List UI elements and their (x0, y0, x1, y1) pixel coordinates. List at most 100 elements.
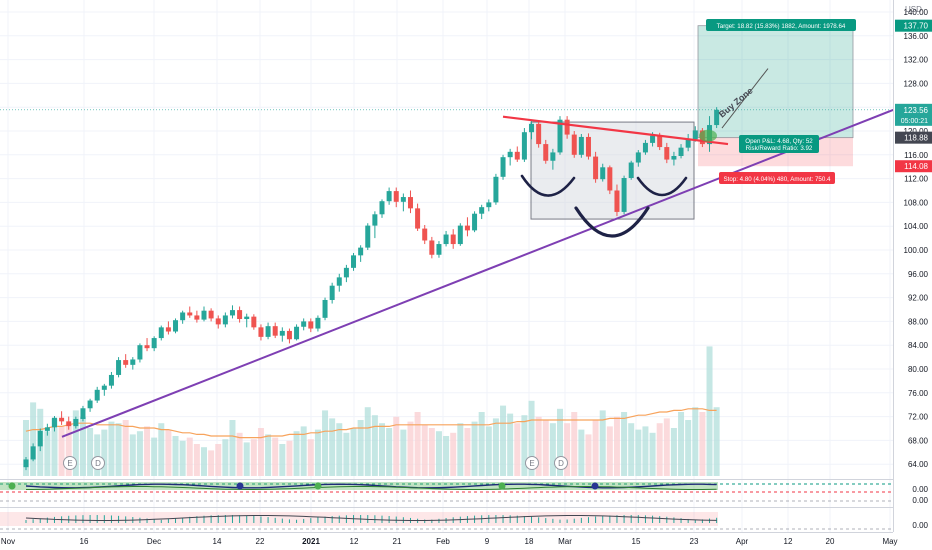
left-shoulder-arc (520, 174, 576, 197)
volume-bar (265, 434, 272, 476)
volume-bar (471, 421, 478, 476)
candle-body (422, 228, 428, 241)
volume-bar (229, 420, 236, 476)
volume-bar (435, 431, 442, 476)
volume-bar (578, 429, 585, 476)
candle-body (87, 400, 93, 409)
volume-bar (713, 407, 720, 476)
candle-body (137, 345, 143, 360)
candle-body (671, 155, 677, 160)
candle-body (130, 359, 136, 365)
candle-body (37, 430, 43, 447)
volume-bar (542, 420, 549, 476)
candle-body (600, 167, 606, 180)
volume-bar (678, 412, 685, 476)
volume-bar (300, 426, 307, 476)
target-label: Target: 18.82 (15.83%) 1882, Amount: 197… (717, 23, 846, 30)
candle-body (286, 330, 292, 340)
candle-body (301, 321, 307, 327)
volume-bar (364, 407, 371, 476)
candle-body (593, 156, 599, 180)
volume-bar (485, 426, 492, 476)
candlestick-series (23, 107, 720, 471)
candle-body (343, 267, 349, 278)
volume-bar (407, 421, 414, 476)
volume-bar (421, 424, 428, 476)
osc2-axis-label: 0.00 (912, 521, 928, 530)
volume-bar (535, 416, 542, 476)
candle-body (571, 134, 577, 155)
volume-bar (322, 410, 329, 476)
candle-body (108, 374, 114, 386)
volume-bar (350, 428, 357, 476)
y-tick-label: 80.00 (908, 365, 929, 374)
volume-bar (514, 423, 521, 476)
volume-bar (386, 428, 393, 476)
volume-bar (272, 437, 279, 476)
x-tick-label: 18 (525, 537, 534, 546)
x-tick-label: 16 (80, 537, 89, 546)
y-tick-label: 136.00 (904, 32, 929, 41)
volume-bar (414, 412, 421, 476)
oscillator-panes (0, 482, 893, 530)
y-axis[interactable]: 140.00136.00132.00128.00124.00120.00116.… (904, 8, 929, 530)
volume-bar (23, 420, 29, 476)
volume-bar (371, 415, 378, 476)
y-tick-label: 84.00 (908, 341, 929, 350)
volume-bar (101, 429, 108, 476)
volume-bar (400, 429, 407, 476)
candle-body (144, 345, 150, 349)
x-tick-label: Apr (736, 537, 749, 546)
volume-bar (549, 423, 556, 476)
target-price-value: 137.70 (904, 22, 929, 31)
event-marker (525, 456, 539, 470)
event-marker-label: E (529, 459, 534, 468)
candle-body (472, 213, 478, 231)
volume-bar (357, 420, 364, 476)
y-tick-label: 68.00 (908, 436, 929, 445)
candle-body (664, 147, 670, 160)
y-tick-label: 120.00 (904, 127, 929, 136)
candle-body (536, 123, 542, 145)
target-price-badge (895, 19, 932, 32)
candle-body (116, 360, 122, 375)
osc1-dot (236, 482, 244, 490)
y-tick-label: 76.00 (908, 389, 929, 398)
candle-body (336, 277, 342, 286)
candle-body (493, 176, 499, 203)
volume-bar (613, 416, 620, 476)
osc1-dot (498, 482, 506, 490)
y-tick-label: 104.00 (904, 222, 929, 231)
candle-body (244, 316, 250, 320)
candle-body (51, 417, 57, 428)
candle-body (44, 427, 50, 431)
x-tick-label: Nov (1, 537, 15, 546)
y-tick-label: 64.00 (908, 460, 929, 469)
candle-body (80, 408, 86, 419)
candle-body (315, 317, 321, 329)
y-tick-label: 92.00 (908, 294, 929, 303)
x-tick-label: Mar (558, 537, 572, 546)
pnl-label-box (739, 135, 819, 153)
volume-bar (108, 421, 115, 476)
volume-bar (94, 434, 101, 476)
target-label-box (706, 19, 856, 31)
volume-bar (706, 346, 713, 476)
volume-bar (193, 444, 200, 476)
volume-bar (571, 412, 578, 476)
head-arc (574, 206, 650, 238)
pane-separators (0, 479, 893, 508)
volume-bar (528, 400, 535, 476)
last-price-badge (895, 103, 932, 126)
candle-body (407, 197, 413, 209)
volume-bar (129, 434, 136, 476)
event-marker-label: D (95, 459, 101, 468)
volume-bar (464, 428, 471, 476)
volume-bar (592, 420, 599, 476)
y-tick-label: 116.00 (904, 151, 928, 160)
volume-bar (144, 426, 151, 476)
candle-body (685, 139, 691, 148)
volume-bar (257, 428, 264, 476)
x-axis[interactable]: Nov 16 Dec 14 22 2021 12 21 Feb 9 18 Mar 15 23 Apr 12 20… (1, 537, 898, 546)
